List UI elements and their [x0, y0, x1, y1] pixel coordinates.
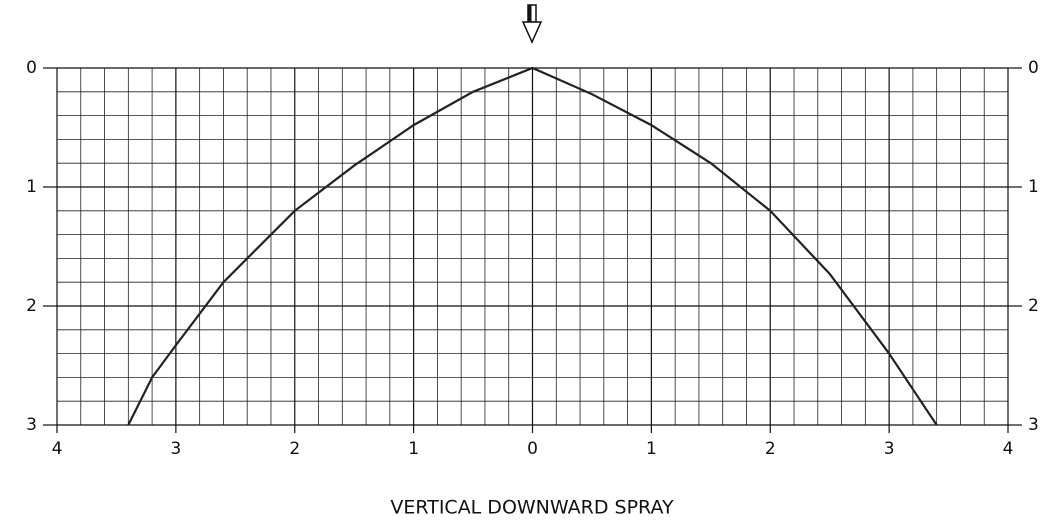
spray-curve: [127, 66, 938, 426]
y-tick-label: 0: [26, 58, 37, 78]
x-tick-label: 3: [170, 439, 181, 459]
y-tick-label: 3: [26, 415, 37, 435]
spray-arrow: [521, 4, 543, 44]
x-tick-label: 0: [527, 439, 538, 459]
x-tick-label: 4: [52, 439, 63, 459]
x-tick-label: 3: [884, 439, 895, 459]
x-tick-label: 2: [289, 439, 300, 459]
y2-tick-label: 0: [1028, 58, 1039, 78]
x-tick-label: 2: [765, 439, 776, 459]
chart-title: VERTICAL DOWNWARD SPRAY: [390, 497, 674, 519]
y2-tick-label: 2: [1028, 296, 1039, 316]
y-tick-label: 2: [26, 296, 37, 316]
x-tick-label: 1: [646, 439, 657, 459]
y2-tick-label: 1: [1028, 177, 1039, 197]
x-tick-label: 4: [1003, 439, 1014, 459]
y2-tick-label: 3: [1028, 415, 1039, 435]
y-tick-label: 1: [26, 177, 37, 197]
x-tick-label: 1: [408, 439, 419, 459]
